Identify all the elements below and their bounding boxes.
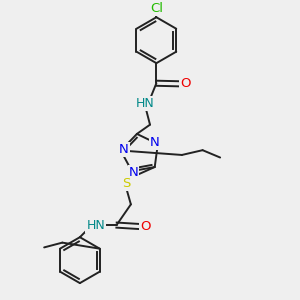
Text: N: N: [150, 136, 160, 149]
Text: Cl: Cl: [150, 2, 163, 15]
Text: HN: HN: [136, 98, 154, 110]
Text: N: N: [129, 166, 138, 179]
Text: N: N: [119, 142, 129, 156]
Text: HN: HN: [86, 219, 105, 232]
Text: S: S: [122, 177, 130, 190]
Text: O: O: [140, 220, 151, 233]
Text: O: O: [180, 77, 190, 90]
